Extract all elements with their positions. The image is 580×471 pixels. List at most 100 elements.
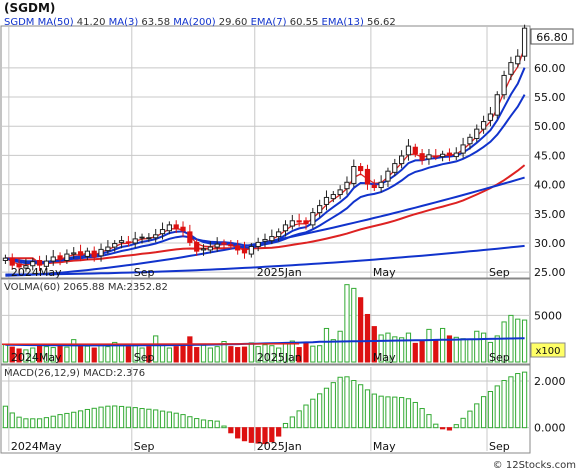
macd-bar bbox=[474, 403, 480, 429]
price-y-axis: 60.00 55.00 50.00 45.00 40.00 35.00 30.00 25.00 bbox=[534, 62, 566, 279]
candle-body bbox=[84, 250, 91, 257]
macd-bar bbox=[453, 424, 459, 429]
legend-item: MA(200) bbox=[173, 17, 219, 28]
macd-bar bbox=[358, 384, 364, 429]
candle-body bbox=[228, 244, 234, 247]
macd-x-axis: 2024May Sep 2025Jan May Sep bbox=[11, 440, 510, 453]
y-tick-label: 25.00 bbox=[534, 266, 566, 279]
candle-body bbox=[64, 253, 70, 261]
volume-bar bbox=[194, 347, 200, 363]
macd-bar bbox=[118, 405, 125, 429]
macd-bar bbox=[2, 405, 9, 429]
volume-bar bbox=[276, 347, 282, 363]
macd-bar bbox=[50, 415, 56, 429]
candle-body bbox=[351, 166, 357, 184]
candle-body bbox=[71, 252, 77, 255]
macd-bar bbox=[433, 423, 439, 429]
volume-bar bbox=[487, 341, 494, 363]
macd-histogram bbox=[2, 371, 528, 445]
volume-bar bbox=[351, 287, 357, 363]
volume-bar bbox=[214, 346, 220, 363]
macd-bar bbox=[446, 427, 453, 431]
macd-bar bbox=[64, 412, 70, 429]
candle-body bbox=[132, 238, 138, 244]
volume-bar bbox=[344, 284, 350, 363]
volume-bar bbox=[399, 337, 405, 363]
volume-bar bbox=[2, 344, 9, 363]
x-tick-label: Sep bbox=[134, 440, 155, 453]
candle-body bbox=[9, 257, 15, 266]
candle-body bbox=[139, 236, 145, 239]
macd-bar bbox=[159, 410, 166, 429]
macd-bar bbox=[405, 398, 412, 429]
macd-bar bbox=[521, 371, 528, 429]
macd-bar bbox=[501, 380, 507, 429]
legend-item: MACD(26,12,9) bbox=[4, 368, 83, 379]
candle-body bbox=[460, 144, 466, 154]
volume-bar bbox=[241, 346, 248, 363]
legend-item: SGDM bbox=[4, 17, 38, 28]
macd-bar bbox=[378, 395, 384, 429]
volume-multiplier-box bbox=[530, 342, 566, 358]
legend-item: 41.20 bbox=[77, 17, 109, 28]
candle-body bbox=[276, 231, 282, 238]
chart-title: (SGDM) bbox=[4, 1, 55, 15]
volume-y-axis: 5000 bbox=[534, 309, 562, 322]
macd-bar bbox=[344, 376, 350, 429]
candle-body bbox=[412, 146, 418, 155]
candle-body bbox=[159, 229, 166, 235]
macd-bar bbox=[132, 407, 138, 429]
volume-bar bbox=[112, 341, 118, 363]
macd-bar bbox=[166, 411, 172, 429]
volume-bar bbox=[323, 327, 330, 363]
y-tick-label: 2.000 bbox=[534, 375, 566, 388]
candle-body bbox=[501, 74, 507, 96]
volume-bar bbox=[317, 345, 323, 363]
volume-bar bbox=[221, 341, 227, 363]
macd-bar bbox=[392, 396, 398, 429]
macd-bar bbox=[214, 420, 220, 429]
x-tick-label: 2025Jan bbox=[257, 440, 302, 453]
candle-body bbox=[433, 155, 439, 158]
macd-bar bbox=[187, 416, 193, 429]
volume-panel-frame bbox=[0, 277, 531, 365]
candle-body bbox=[98, 248, 104, 257]
macd-bar bbox=[303, 404, 309, 429]
candle-body bbox=[214, 243, 220, 248]
x-tick-label: Sep bbox=[489, 440, 510, 453]
y-tick-label: 40.00 bbox=[534, 179, 566, 192]
macd-bar bbox=[480, 396, 487, 429]
volume-bar bbox=[460, 338, 466, 363]
candle-body bbox=[474, 128, 480, 139]
y-tick-label: 35.00 bbox=[534, 208, 566, 221]
macd-bar bbox=[105, 405, 111, 429]
volume-bar bbox=[419, 341, 425, 363]
x-tick-label: 2024May bbox=[11, 266, 62, 279]
volume-bar bbox=[385, 332, 391, 363]
macd-bar bbox=[508, 376, 514, 429]
volume-bar bbox=[426, 328, 432, 363]
volume-bar bbox=[453, 336, 459, 363]
legend-item: MA(3) bbox=[109, 17, 142, 28]
candle-body bbox=[515, 55, 521, 65]
candle-body bbox=[125, 241, 131, 244]
candle-body bbox=[241, 248, 248, 254]
candle-body bbox=[77, 251, 84, 256]
candle-body bbox=[200, 248, 207, 251]
macd-bar bbox=[139, 408, 145, 429]
y-tick-label: 55.00 bbox=[534, 91, 566, 104]
volume-bar bbox=[269, 345, 275, 363]
legend-item: 29.60 bbox=[219, 17, 251, 28]
price-x-axis: 2024May Sep 2025Jan May Sep bbox=[11, 266, 510, 279]
macd-bar bbox=[426, 414, 432, 429]
y-tick-label: 50.00 bbox=[534, 120, 566, 133]
candle-body bbox=[255, 241, 261, 247]
macd-bar bbox=[173, 412, 179, 429]
ma-red-line bbox=[5, 164, 526, 265]
volume-bar bbox=[16, 348, 22, 363]
volume-bar bbox=[501, 321, 507, 363]
candle-body bbox=[30, 261, 36, 267]
macd-bar bbox=[467, 410, 473, 429]
candle-body bbox=[337, 189, 343, 196]
x-tick-label: 2024May bbox=[11, 440, 62, 453]
